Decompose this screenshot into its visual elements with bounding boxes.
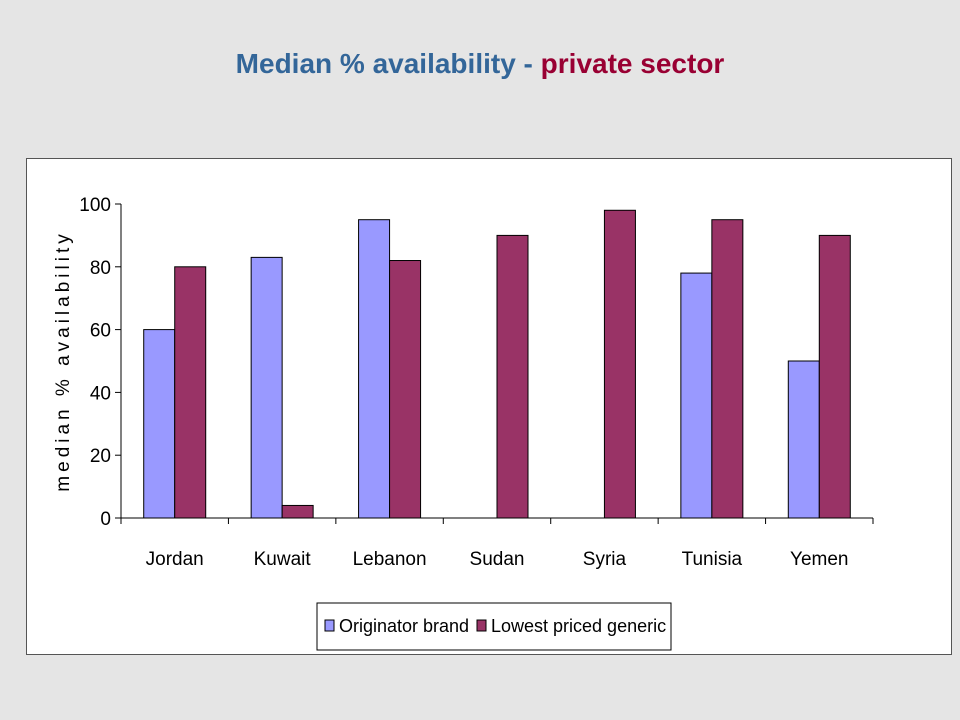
y-tick-label: 20 <box>90 446 111 467</box>
bar-originator-lebanon <box>358 219 391 519</box>
bar-originator-kuwait <box>250 256 283 519</box>
y-tick-label: 0 <box>100 509 111 530</box>
bar-generic-yemen <box>818 234 851 519</box>
x-tick-label: Syria <box>583 549 627 570</box>
y-tick-label: 60 <box>90 321 111 342</box>
slide-title: Median % availability - private sector <box>0 48 960 80</box>
title-main: Median % availability <box>235 48 516 79</box>
bar-originator-yemen <box>787 360 820 519</box>
x-tick-label: Jordan <box>146 549 204 570</box>
legend-swatch-generic <box>476 619 487 632</box>
y-tick-label: 100 <box>79 195 111 216</box>
bar-generic-tunisia <box>711 219 744 519</box>
bar-generic-jordan <box>174 266 207 519</box>
title-separator: - <box>515 48 541 79</box>
legend-label-generic: Lowest priced generic <box>491 616 666 636</box>
x-tick-label: Lebanon <box>353 549 427 570</box>
bar-generic-syria <box>603 209 636 519</box>
x-tick-label: Sudan <box>470 549 525 570</box>
legend-swatch-originator <box>324 619 335 632</box>
chart-panel: 0 20 40 60 80 100 median % availability Jordan K… <box>26 158 952 655</box>
bar-generic-sudan <box>496 234 529 519</box>
bar-generic-lebanon <box>389 260 422 519</box>
bar-originator-tunisia <box>680 272 713 519</box>
x-tick-label: Tunisia <box>682 549 743 570</box>
bar-generic-kuwait <box>281 504 314 519</box>
y-axis-label: median % availability <box>53 230 74 491</box>
title-highlight: private sector <box>540 48 725 79</box>
y-tick-label: 80 <box>90 258 111 279</box>
bar-originator-jordan <box>143 329 176 519</box>
legend-label-originator: Originator brand <box>339 616 469 636</box>
x-tick-label: Yemen <box>790 549 848 570</box>
y-tick-label: 40 <box>90 383 111 404</box>
legend-box <box>316 602 672 651</box>
x-tick-label: Kuwait <box>254 549 312 570</box>
